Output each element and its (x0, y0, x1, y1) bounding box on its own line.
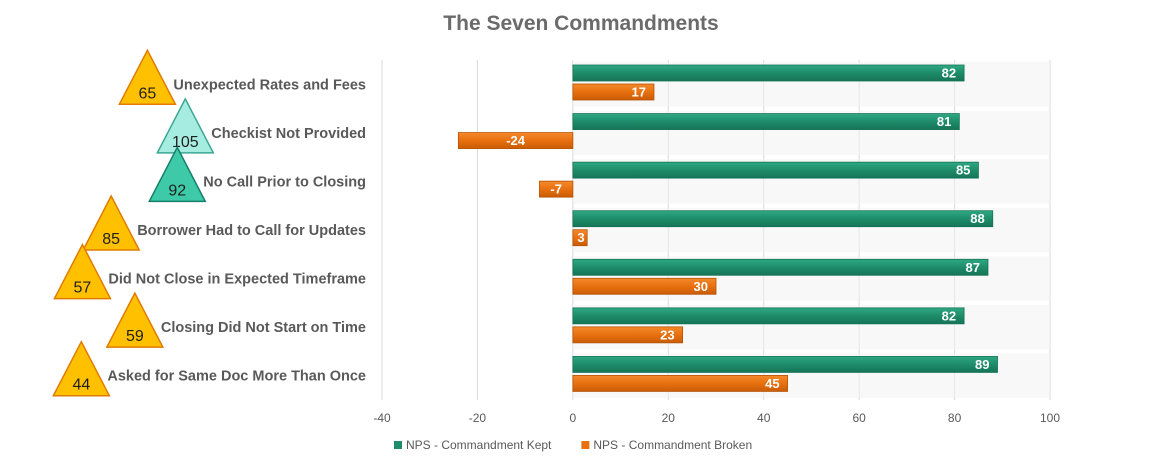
x-tick-label-4: 40 (757, 411, 771, 425)
data-label-kept-1: 81 (937, 114, 951, 129)
data-label-broken-1: -24 (506, 133, 526, 148)
bar-kept-5 (572, 307, 965, 325)
bar-broken-5 (572, 326, 683, 344)
bar-kept-0 (572, 64, 965, 82)
legend-label-0: NPS - Commandment Kept (406, 438, 552, 452)
category-label-6: Asked for Same Doc More Than Once (107, 369, 366, 385)
badge-value-3: 85 (102, 231, 120, 248)
x-tick-label-1: -20 (469, 411, 487, 425)
data-label-kept-3: 88 (970, 211, 984, 226)
badge-triangle-0 (118, 48, 177, 106)
data-label-kept-6: 89 (975, 357, 989, 372)
data-label-kept-0: 82 (942, 66, 956, 81)
category-label-0: Unexpected Rates and Fees (173, 77, 366, 93)
category-labels: Unexpected Rates and Fees Checkist Not Pr… (107, 77, 366, 384)
category-label-1: Checkist Not Provided (211, 126, 366, 142)
bars: 82 17 81 -24 85 -7 88 3 87 30 82 23 89 45 (457, 64, 998, 392)
badge-triangle-3 (81, 194, 141, 251)
x-axis-ticks: -40 -20 0 20 40 60 80 100 (373, 411, 1060, 425)
legend: NPS - Commandment Kept NPS - Commandment … (394, 438, 752, 452)
x-tick-label-7: 100 (1040, 411, 1060, 425)
badge-value-2: 92 (168, 182, 186, 199)
x-tick-label-0: -40 (373, 411, 391, 425)
data-label-broken-2: -7 (550, 182, 562, 197)
legend-swatch-0 (394, 441, 402, 449)
bar-kept-1 (572, 113, 960, 130)
bar-broken-1 (457, 132, 574, 149)
badge-triangle-4 (53, 242, 112, 300)
x-tick-label-2: 0 (570, 411, 577, 425)
bar-broken-0 (572, 83, 655, 101)
badge-value-5: 59 (126, 328, 144, 345)
badge-value-4: 57 (74, 280, 92, 297)
legend-label-1: NPS - Commandment Broken (593, 438, 752, 452)
badge-value-6: 44 (72, 377, 90, 394)
category-label-5: Closing Did Not Start on Time (161, 320, 366, 336)
bar-broken-3 (572, 229, 588, 247)
data-label-kept-4: 87 (966, 260, 980, 275)
badge-value-1: 105 (172, 134, 199, 151)
bar-broken-6 (572, 375, 788, 392)
x-tick-label-3: 20 (662, 411, 676, 425)
legend-swatch-1 (581, 441, 590, 449)
badge-value-0: 65 (138, 85, 156, 102)
category-label-3: Borrower Had to Call for Updates (137, 223, 366, 239)
category-label-4: Did Not Close in Expected Timeframe (108, 272, 366, 288)
data-label-kept-2: 85 (956, 163, 970, 178)
data-label-kept-5: 82 (942, 308, 956, 323)
data-label-broken-6: 45 (765, 376, 779, 391)
category-label-2: No Call Prior to Closing (203, 174, 366, 190)
category-badges: 65 105 92 85 57 59 44 (52, 48, 215, 397)
bar-kept-6 (572, 356, 998, 373)
data-label-broken-0: 17 (632, 85, 646, 100)
data-label-broken-3: 3 (577, 230, 584, 245)
chart-title: The Seven Commandments (443, 12, 718, 35)
bar-kept-4 (572, 258, 989, 276)
x-tick-label-5: 60 (852, 411, 866, 425)
badge-triangle-1 (156, 97, 215, 154)
badge-triangle-2 (148, 145, 207, 203)
bar-kept-3 (572, 210, 994, 228)
x-tick-label-6: 80 (948, 411, 962, 425)
data-label-broken-5: 23 (660, 327, 674, 342)
bar-broken-4 (572, 277, 717, 295)
data-label-broken-4: 30 (694, 279, 708, 294)
bar-kept-2 (572, 161, 979, 179)
badge-triangle-5 (105, 291, 165, 348)
bar-broken-2 (539, 180, 574, 198)
category-bands (572, 62, 1050, 398)
badge-triangle-6 (52, 340, 111, 397)
